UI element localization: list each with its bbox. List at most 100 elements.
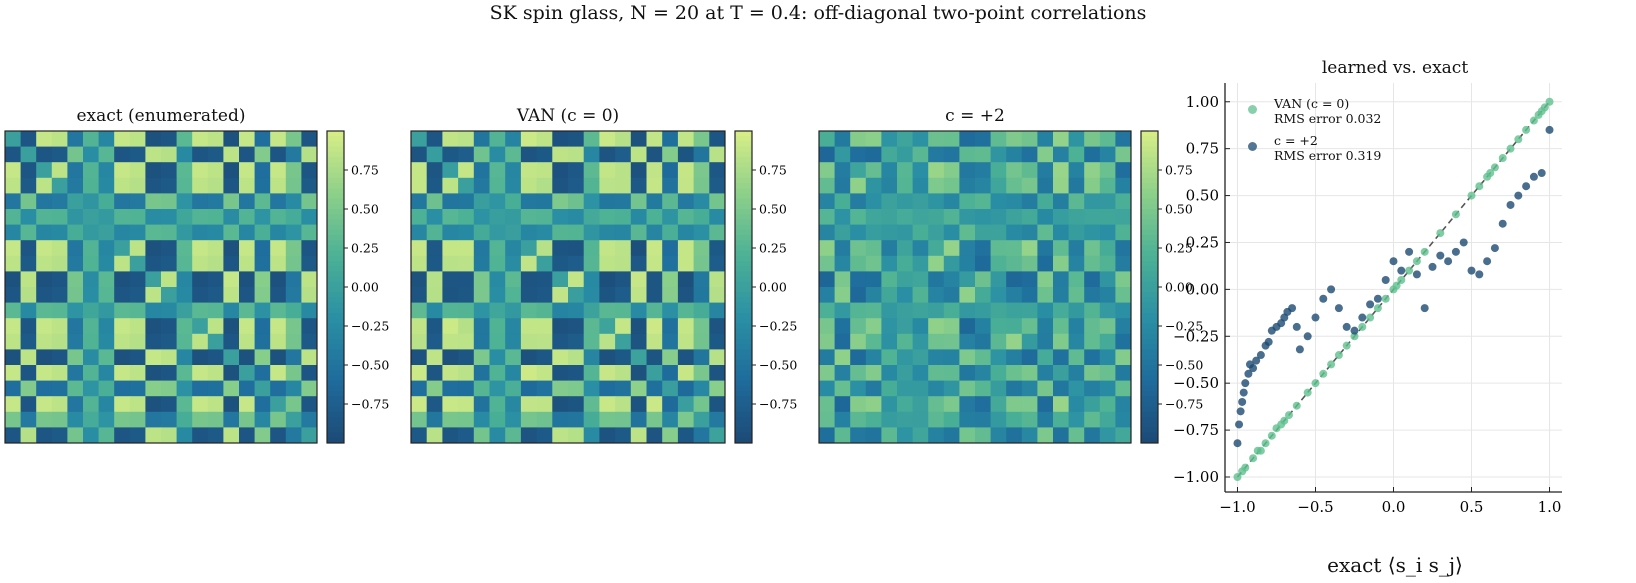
heatmap-cell: [1084, 162, 1101, 179]
heatmap-cell: [207, 240, 224, 257]
colorbar-segment: [1141, 297, 1158, 304]
colorbar-segment: [1141, 146, 1158, 153]
heatmap-cell: [458, 365, 475, 381]
heatmap-cell: [192, 131, 209, 147]
heatmap-cell: [505, 146, 522, 163]
heatmap-cell: [5, 224, 21, 241]
heatmap-cell: [51, 162, 68, 179]
heatmap-cell: [83, 193, 99, 210]
heatmap-cell: [254, 162, 271, 179]
heatmap-cell: [1053, 224, 1069, 241]
heatmap-cell: [865, 224, 882, 241]
heatmap-cell: [881, 287, 898, 303]
heatmap-cell: [990, 349, 1007, 366]
heatmap-cell: [693, 209, 710, 225]
heatmap-cell: [1053, 396, 1069, 413]
heatmap-cell: [1099, 271, 1116, 288]
scatter-point: [1235, 420, 1244, 429]
heatmap-cell: [990, 240, 1007, 257]
heatmap-cell: [98, 131, 115, 147]
heatmap-cell: [693, 349, 710, 366]
heatmap-cell: [865, 193, 882, 210]
heatmap-cell: [270, 209, 287, 225]
scatter-point: [1392, 281, 1401, 290]
heatmap-cell: [536, 411, 553, 428]
heatmap-cell: [254, 318, 271, 335]
scatter-point: [1358, 322, 1367, 331]
colorbar-segment: [1141, 302, 1158, 309]
heatmap-cell: [442, 131, 459, 147]
scatter-point: [1239, 388, 1248, 397]
heatmap-cell: [599, 396, 616, 413]
colorbar-segment: [735, 339, 752, 345]
heatmap-cell: [285, 240, 302, 257]
heatmap-cell: [442, 427, 459, 444]
heatmap-cell: [865, 287, 882, 303]
heatmap-cell: [865, 146, 882, 163]
heatmap-cell: [98, 396, 115, 413]
heatmap-cell: [114, 224, 131, 241]
heatmap-cell: [662, 240, 679, 257]
heatmap-cell: [301, 177, 318, 194]
heatmap-cell: [881, 427, 898, 444]
heatmap-cell: [1115, 193, 1132, 210]
colorbar-segment: [1141, 198, 1158, 205]
heatmap-cell: [1037, 193, 1054, 210]
heatmap-cell: [176, 427, 193, 444]
heatmap-cell: [1037, 131, 1054, 147]
heatmap-cell: [505, 224, 522, 241]
colorbar-exact: 0.750.500.250.00−0.25−0.50−0.75: [326, 130, 389, 444]
colorbar-segment: [327, 297, 344, 304]
heatmap-cell: [1084, 302, 1101, 319]
heatmap-cell: [943, 365, 960, 381]
heatmap-cell: [270, 193, 287, 210]
heatmap-cell: [709, 193, 726, 210]
y-tick-label: 0.75: [1186, 140, 1219, 158]
heatmap-cell: [1115, 131, 1132, 147]
heatmap-cell: [442, 349, 459, 366]
heatmap-cell: [568, 162, 585, 179]
heatmap-cell: [552, 240, 569, 257]
scatter-point: [1397, 266, 1406, 275]
heatmap-cell: [20, 255, 37, 272]
heatmap-cell: [67, 349, 84, 366]
colorbar-segment: [327, 391, 344, 397]
heatmap-cell: [239, 131, 255, 147]
heatmap-cell: [1021, 209, 1038, 225]
heatmap-cell: [473, 396, 490, 413]
heatmap-cell: [489, 240, 506, 257]
heatmap-cell: [568, 193, 585, 210]
heatmap-cell: [254, 193, 271, 210]
heatmap-cell: [473, 427, 490, 444]
heatmap-cell: [943, 224, 960, 241]
colorbar-segment: [1141, 209, 1158, 215]
heatmap-cell: [1084, 271, 1101, 288]
heatmap-cell: [1037, 349, 1054, 366]
heatmap-cell: [677, 427, 694, 444]
heatmap-cell: [505, 287, 522, 303]
heatmap-cell: [897, 255, 913, 272]
heatmap-cell: [223, 427, 240, 444]
scatter-point: [1412, 257, 1421, 266]
heatmap-cell: [426, 131, 443, 147]
heatmap-cell: [1099, 318, 1116, 335]
heatmap-cell: [161, 255, 177, 272]
heatmap-cell: [615, 131, 632, 147]
heatmap-cell: [990, 209, 1007, 225]
colorbar-tick-label: −0.75: [1165, 397, 1203, 412]
scatter-point: [1249, 454, 1258, 463]
heatmap-cell: [1068, 177, 1085, 194]
heatmap-cell: [583, 240, 600, 257]
heatmap-cell: [662, 146, 679, 163]
heatmap-cell: [709, 209, 726, 225]
heatmap-cell: [1053, 318, 1069, 335]
scatter-point: [1522, 125, 1531, 134]
heatmap-cell: [239, 396, 255, 413]
heatmap-cell: [677, 240, 694, 257]
heatmap-cell: [239, 365, 255, 381]
scatter-point: [1506, 144, 1515, 153]
heatmap-cell: [677, 177, 694, 194]
heatmap-cell: [630, 365, 647, 381]
colorbar-segment: [327, 209, 344, 215]
heatmap-cell: [520, 333, 537, 350]
